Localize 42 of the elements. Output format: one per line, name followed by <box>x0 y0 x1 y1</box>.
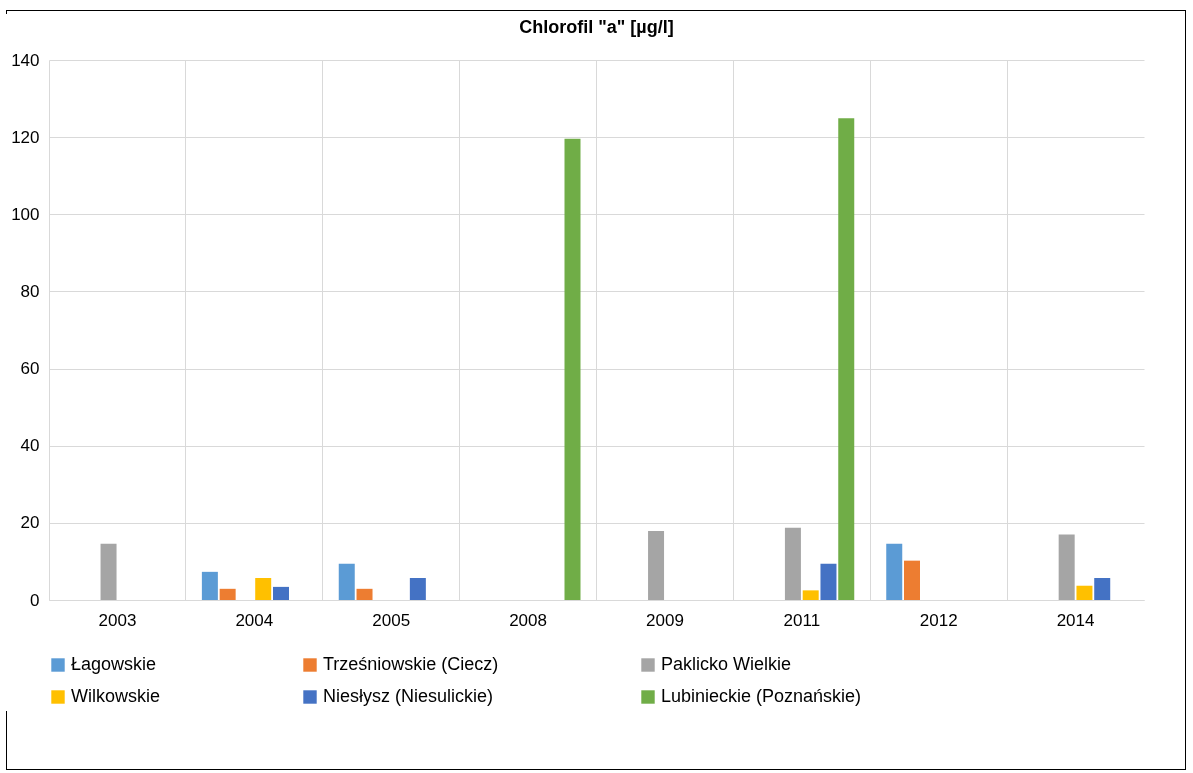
bar <box>338 563 355 600</box>
bar <box>784 527 801 600</box>
bar <box>219 588 236 600</box>
bar <box>255 578 272 600</box>
x-tick-label: 2014 <box>1056 610 1095 630</box>
y-tick-label: 80 <box>20 281 40 301</box>
bar <box>648 530 665 600</box>
x-tick-label: 2011 <box>783 610 821 630</box>
x-tick-label: 2009 <box>646 610 684 630</box>
bar <box>356 588 373 600</box>
legend-label: Paklicko Wielkie <box>661 654 792 674</box>
bar <box>904 560 921 600</box>
y-tick-label: 140 <box>11 50 40 70</box>
bar <box>1058 534 1075 600</box>
x-tick-label: 2008 <box>509 610 547 630</box>
y-tick-label: 0 <box>30 590 40 610</box>
bar <box>838 118 855 600</box>
legend-label: Lubinieckie (Poznańskie) <box>661 686 862 706</box>
bar <box>802 590 819 600</box>
bar <box>564 138 581 600</box>
legend-label: Wilkowskie <box>71 686 161 706</box>
chart-title: Chlorofil "a" [µg/l] <box>519 17 674 37</box>
x-tick-label: 2003 <box>98 610 137 630</box>
y-tick-label: 100 <box>11 204 40 224</box>
y-tick-label: 120 <box>11 127 40 147</box>
y-tick-label: 60 <box>20 359 40 379</box>
bar <box>886 543 903 600</box>
bar <box>1094 578 1111 600</box>
x-tick-label: 2004 <box>235 610 274 630</box>
bar <box>100 543 117 600</box>
bar <box>201 571 218 600</box>
legend-label: Niesłysz (Niesulickie) <box>323 686 494 706</box>
legend-label: Łagowskie <box>71 654 157 674</box>
bar <box>820 563 837 600</box>
y-tick-label: 20 <box>20 513 40 533</box>
x-tick-label: 2012 <box>919 610 958 630</box>
bar <box>272 586 289 600</box>
y-tick-label: 40 <box>20 436 40 456</box>
x-tick-label: 2005 <box>372 610 411 630</box>
bar <box>1076 585 1093 600</box>
bar <box>409 578 426 600</box>
legend-label: Trześniowskie (Ciecz) <box>323 654 499 674</box>
